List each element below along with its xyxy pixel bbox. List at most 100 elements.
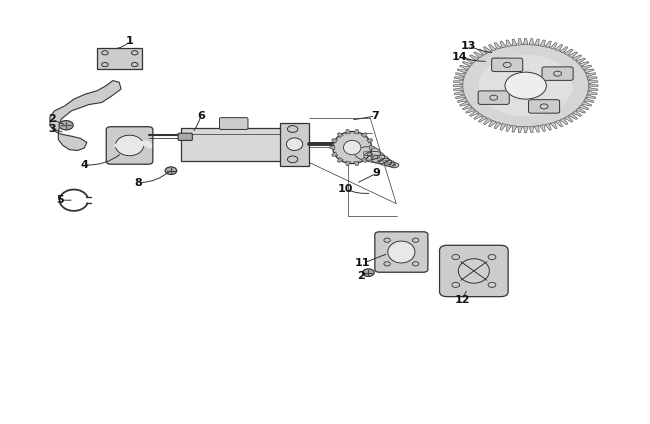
Polygon shape — [367, 152, 373, 156]
Polygon shape — [572, 111, 582, 117]
Polygon shape — [337, 133, 343, 138]
Polygon shape — [369, 145, 374, 150]
Text: 5: 5 — [56, 195, 64, 205]
FancyBboxPatch shape — [375, 232, 428, 272]
Polygon shape — [569, 52, 578, 58]
Polygon shape — [500, 123, 506, 130]
Ellipse shape — [390, 163, 399, 168]
Polygon shape — [332, 152, 337, 156]
Polygon shape — [457, 69, 467, 73]
Polygon shape — [545, 123, 551, 130]
Ellipse shape — [385, 161, 395, 167]
FancyBboxPatch shape — [106, 127, 153, 164]
Ellipse shape — [379, 159, 392, 165]
Polygon shape — [332, 139, 337, 143]
Circle shape — [461, 44, 590, 128]
FancyBboxPatch shape — [542, 67, 573, 81]
FancyBboxPatch shape — [528, 100, 560, 113]
Polygon shape — [576, 58, 586, 63]
Polygon shape — [483, 118, 491, 125]
Ellipse shape — [333, 131, 372, 164]
Polygon shape — [550, 122, 557, 128]
Text: 12: 12 — [454, 295, 470, 304]
Polygon shape — [469, 55, 479, 61]
Polygon shape — [534, 126, 540, 132]
Text: 2: 2 — [48, 114, 56, 124]
Polygon shape — [506, 125, 512, 131]
Polygon shape — [354, 129, 358, 134]
Polygon shape — [361, 157, 367, 162]
Polygon shape — [586, 95, 596, 98]
Ellipse shape — [343, 140, 361, 155]
Polygon shape — [572, 55, 582, 61]
Polygon shape — [569, 114, 578, 120]
Polygon shape — [512, 39, 517, 46]
Polygon shape — [489, 45, 496, 51]
Text: 7: 7 — [372, 111, 380, 121]
Text: 13: 13 — [461, 41, 476, 50]
Polygon shape — [361, 133, 367, 138]
Polygon shape — [584, 69, 594, 73]
Polygon shape — [453, 88, 463, 91]
Wedge shape — [138, 141, 151, 148]
Ellipse shape — [355, 147, 381, 160]
Text: 14: 14 — [452, 52, 467, 62]
Polygon shape — [474, 52, 483, 58]
Polygon shape — [555, 120, 563, 127]
Ellipse shape — [116, 135, 144, 156]
Polygon shape — [523, 39, 528, 45]
Polygon shape — [529, 39, 533, 45]
Ellipse shape — [364, 151, 385, 162]
FancyBboxPatch shape — [439, 245, 508, 297]
Polygon shape — [576, 108, 586, 113]
FancyBboxPatch shape — [491, 58, 523, 72]
Ellipse shape — [372, 155, 389, 164]
Circle shape — [363, 269, 374, 276]
Text: 11: 11 — [355, 258, 370, 268]
Circle shape — [165, 167, 177, 175]
Text: 4: 4 — [81, 160, 88, 170]
Ellipse shape — [388, 241, 415, 263]
Polygon shape — [456, 73, 465, 76]
Polygon shape — [579, 105, 589, 110]
Text: 2: 2 — [357, 271, 365, 281]
Polygon shape — [462, 61, 473, 67]
Text: 8: 8 — [135, 178, 142, 187]
Polygon shape — [337, 157, 343, 162]
Polygon shape — [582, 65, 592, 70]
Polygon shape — [523, 126, 528, 133]
Polygon shape — [584, 98, 594, 102]
Polygon shape — [582, 102, 592, 106]
Polygon shape — [564, 116, 573, 122]
Polygon shape — [587, 91, 597, 95]
Polygon shape — [518, 39, 523, 45]
Polygon shape — [588, 81, 598, 84]
FancyBboxPatch shape — [178, 133, 192, 140]
Polygon shape — [512, 126, 517, 132]
Polygon shape — [540, 40, 545, 47]
Polygon shape — [534, 39, 540, 46]
Polygon shape — [560, 47, 568, 53]
FancyBboxPatch shape — [220, 117, 248, 129]
Polygon shape — [550, 42, 557, 49]
Polygon shape — [469, 111, 479, 117]
Polygon shape — [354, 161, 358, 166]
Polygon shape — [454, 77, 464, 80]
Polygon shape — [545, 41, 551, 48]
Polygon shape — [494, 122, 501, 128]
Polygon shape — [460, 65, 470, 70]
Polygon shape — [518, 126, 523, 133]
Text: 1: 1 — [125, 36, 133, 46]
Polygon shape — [560, 118, 568, 125]
Polygon shape — [555, 45, 563, 51]
Wedge shape — [114, 143, 120, 148]
Polygon shape — [462, 105, 473, 110]
Polygon shape — [588, 88, 598, 91]
Polygon shape — [453, 81, 463, 84]
Polygon shape — [98, 48, 142, 69]
Polygon shape — [529, 126, 533, 133]
Polygon shape — [540, 125, 545, 131]
Polygon shape — [465, 58, 476, 63]
FancyBboxPatch shape — [478, 91, 509, 104]
Polygon shape — [457, 98, 467, 102]
